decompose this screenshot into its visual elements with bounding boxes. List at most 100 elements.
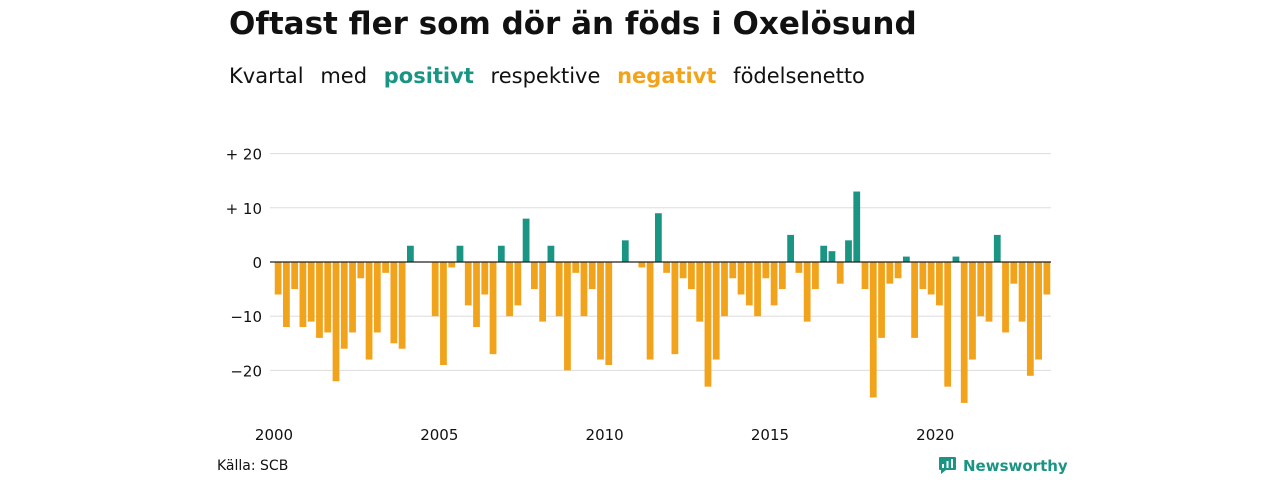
bar [564, 262, 571, 371]
bar [886, 262, 894, 284]
bar [795, 262, 803, 273]
bar [283, 262, 290, 328]
bar [754, 262, 761, 317]
x-tick-label: 2020 [916, 426, 954, 444]
bar [390, 262, 398, 344]
bar [572, 262, 580, 273]
bar [770, 262, 778, 306]
subtitle-negative-label: negativt [617, 64, 717, 88]
bar [977, 262, 985, 317]
bar [654, 213, 662, 262]
bar [646, 262, 654, 360]
bar [514, 262, 522, 306]
bar [274, 262, 282, 295]
bar [853, 191, 861, 262]
subtitle-word-kvartal: Kvartal [229, 64, 304, 88]
bar [1035, 262, 1042, 360]
bar [993, 234, 1001, 262]
subtitle-word-fodelsenetto: födelsenetto [733, 64, 865, 88]
bar [1026, 262, 1034, 376]
bar [324, 262, 332, 333]
x-tick-label: 2005 [420, 426, 458, 444]
bar [919, 262, 927, 290]
bar [985, 262, 993, 322]
subtitle-positive-label: positivt [383, 64, 474, 88]
bar [340, 262, 348, 349]
bar [737, 262, 745, 295]
bar [497, 245, 505, 262]
bar [812, 262, 819, 290]
bar [621, 240, 629, 262]
x-tick-label: 2000 [255, 426, 293, 444]
bar [291, 262, 299, 290]
bar [952, 256, 960, 262]
bar [936, 262, 943, 306]
y-tick-label: + 20 [226, 146, 262, 164]
bar [704, 262, 712, 387]
bar [316, 262, 323, 338]
bar [820, 245, 828, 262]
bar [679, 262, 687, 279]
bar [407, 245, 414, 262]
bar [688, 262, 695, 290]
bar [1002, 262, 1009, 333]
bar [555, 262, 563, 317]
bar [373, 262, 381, 333]
newsworthy-logo-icon [939, 457, 956, 474]
bar [663, 262, 671, 273]
bar [440, 262, 447, 365]
bar [481, 262, 489, 295]
bar [299, 262, 307, 328]
bar [580, 262, 588, 317]
bar [382, 262, 389, 273]
bar [911, 262, 918, 338]
bar [944, 262, 952, 387]
bar [787, 234, 795, 262]
bar [431, 262, 439, 317]
bar [712, 262, 720, 360]
bar [902, 256, 910, 262]
bar [307, 262, 315, 322]
bar [539, 262, 547, 322]
bar [845, 240, 852, 262]
bar [745, 262, 753, 306]
y-tick-label: −20 [230, 362, 262, 380]
bar [828, 251, 836, 262]
bar [365, 262, 373, 360]
y-tick-label: 0 [252, 254, 262, 272]
bar [762, 262, 770, 279]
y-tick-label: + 10 [226, 200, 262, 218]
bar [729, 262, 737, 279]
bar [861, 262, 869, 290]
bar [448, 262, 456, 268]
bar [588, 262, 596, 290]
bar [960, 262, 968, 403]
bar [1018, 262, 1026, 322]
bar [869, 262, 877, 398]
bar [597, 262, 604, 360]
bar [638, 262, 646, 268]
bar [721, 262, 728, 317]
bar [1010, 262, 1018, 284]
bar [671, 262, 679, 355]
bar [464, 262, 472, 306]
bar [398, 262, 406, 349]
bar [530, 262, 538, 290]
bar [969, 262, 976, 360]
subtitle-word-med: med [320, 64, 368, 88]
chart-title: Oftast fler som dör än föds i Oxelösund [229, 6, 917, 42]
bar [605, 262, 613, 365]
bar [836, 262, 844, 284]
bar [803, 262, 811, 322]
subtitle-word-respektive: respektive [490, 64, 601, 88]
source-note: Källa: SCB [217, 458, 289, 474]
bar [522, 218, 530, 262]
bar [473, 262, 480, 328]
chart-subtitle: Kvartal med positivt respektive negativt… [229, 64, 875, 88]
bar [927, 262, 935, 295]
x-tick-label: 2010 [586, 426, 624, 444]
bar [696, 262, 704, 322]
bar [778, 262, 786, 290]
bar [894, 262, 902, 279]
bar [506, 262, 513, 317]
